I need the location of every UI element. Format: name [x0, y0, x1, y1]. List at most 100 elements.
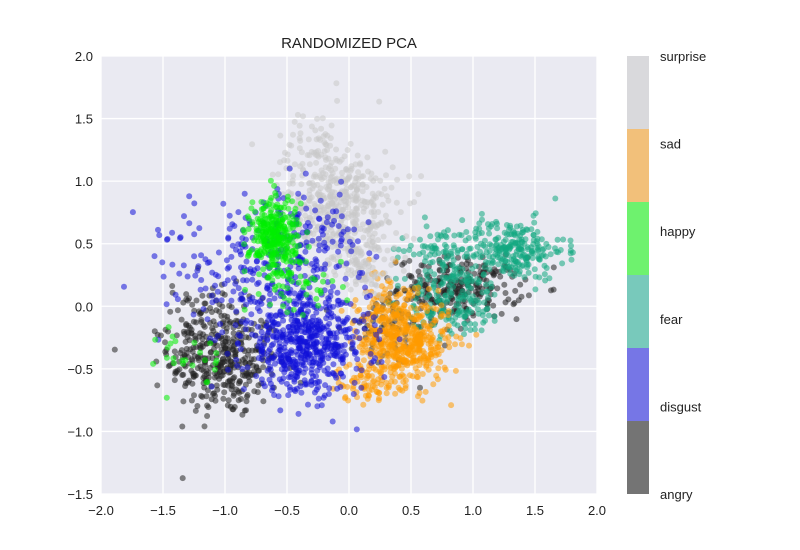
point-sad	[359, 349, 366, 356]
point-surprise	[373, 282, 380, 289]
point-angry	[201, 423, 208, 430]
y-tick-label: 0.5	[75, 237, 93, 252]
point-sad	[431, 317, 438, 324]
point-surprise	[368, 223, 375, 230]
point-surprise	[397, 209, 404, 216]
point-disgust	[177, 234, 184, 241]
point-fear	[483, 259, 489, 265]
point-disgust	[315, 395, 322, 402]
point-sad	[363, 369, 370, 376]
x-tick-label: −0.5	[274, 503, 300, 518]
point-fear	[492, 236, 499, 243]
point-disgust	[233, 356, 240, 363]
colorbar-label-disgust: disgust	[660, 399, 702, 414]
point-surprise	[304, 234, 311, 241]
point-disgust	[329, 221, 336, 228]
point-surprise	[355, 181, 362, 188]
point-disgust	[228, 297, 235, 304]
point-sad	[414, 346, 421, 353]
point-disgust	[351, 379, 358, 386]
point-fear	[491, 313, 498, 320]
point-surprise	[355, 245, 362, 252]
point-surprise	[375, 209, 382, 215]
point-angry	[229, 406, 236, 413]
point-disgust	[271, 392, 278, 398]
point-surprise	[331, 268, 338, 275]
point-sad	[413, 373, 420, 380]
point-surprise	[317, 207, 324, 214]
colorbar-label-angry: angry	[660, 487, 693, 502]
point-disgust	[267, 380, 274, 387]
point-disgust	[233, 308, 240, 315]
point-fear	[439, 274, 446, 281]
point-happy	[253, 229, 260, 236]
point-happy	[267, 301, 274, 308]
point-disgust	[344, 314, 351, 321]
point-disgust	[259, 347, 266, 353]
point-angry	[178, 316, 185, 323]
point-disgust	[318, 402, 325, 409]
point-disgust	[220, 200, 227, 207]
point-angry	[243, 398, 250, 405]
point-happy	[248, 205, 255, 212]
point-sad	[425, 366, 432, 373]
point-disgust	[348, 248, 355, 255]
point-disgust	[228, 253, 235, 260]
point-fear	[427, 268, 434, 275]
point-fear	[538, 236, 545, 243]
point-sad	[409, 330, 415, 337]
point-disgust	[360, 311, 367, 318]
point-fear	[410, 251, 417, 258]
point-angry	[463, 260, 470, 267]
point-disgust	[282, 340, 289, 347]
colorbar-segment-disgust	[627, 348, 649, 421]
point-happy	[241, 241, 248, 248]
point-disgust	[329, 283, 336, 290]
point-surprise	[357, 226, 364, 232]
point-disgust	[327, 288, 334, 295]
point-disgust	[367, 351, 374, 357]
point-fear	[436, 258, 443, 265]
point-happy	[284, 285, 291, 292]
point-surprise	[344, 147, 351, 153]
point-disgust	[191, 231, 198, 238]
point-happy	[249, 221, 256, 228]
point-sad	[401, 357, 408, 364]
point-fear	[546, 275, 553, 282]
point-angry	[399, 261, 406, 268]
point-angry	[201, 323, 208, 330]
point-disgust	[273, 329, 280, 336]
point-surprise	[381, 185, 388, 192]
point-fear	[401, 275, 408, 282]
point-sad	[411, 357, 418, 364]
point-sad	[419, 397, 426, 404]
point-fear	[461, 253, 468, 260]
point-angry	[250, 368, 257, 375]
point-happy	[169, 333, 176, 340]
point-surprise	[372, 274, 379, 281]
point-sad	[387, 283, 394, 290]
point-fear	[528, 244, 535, 251]
point-surprise	[375, 237, 381, 243]
point-disgust	[164, 236, 170, 243]
point-angry	[525, 292, 532, 299]
point-surprise	[341, 188, 348, 195]
point-sad	[453, 333, 460, 340]
point-disgust	[333, 208, 340, 215]
point-disgust	[320, 324, 327, 331]
point-angry	[243, 393, 250, 400]
point-happy	[270, 233, 277, 240]
point-disgust	[237, 333, 244, 340]
point-fear	[475, 306, 481, 313]
point-disgust	[314, 332, 320, 339]
point-sad	[375, 317, 382, 324]
point-sad	[440, 312, 446, 319]
point-sad	[446, 344, 453, 351]
point-sad	[338, 307, 345, 314]
point-fear	[430, 281, 437, 287]
point-fear	[532, 286, 539, 293]
x-tick-label: 1.0	[464, 503, 482, 518]
x-tick-label: −2.0	[88, 503, 114, 518]
point-sad	[378, 381, 385, 388]
point-surprise	[327, 174, 334, 181]
